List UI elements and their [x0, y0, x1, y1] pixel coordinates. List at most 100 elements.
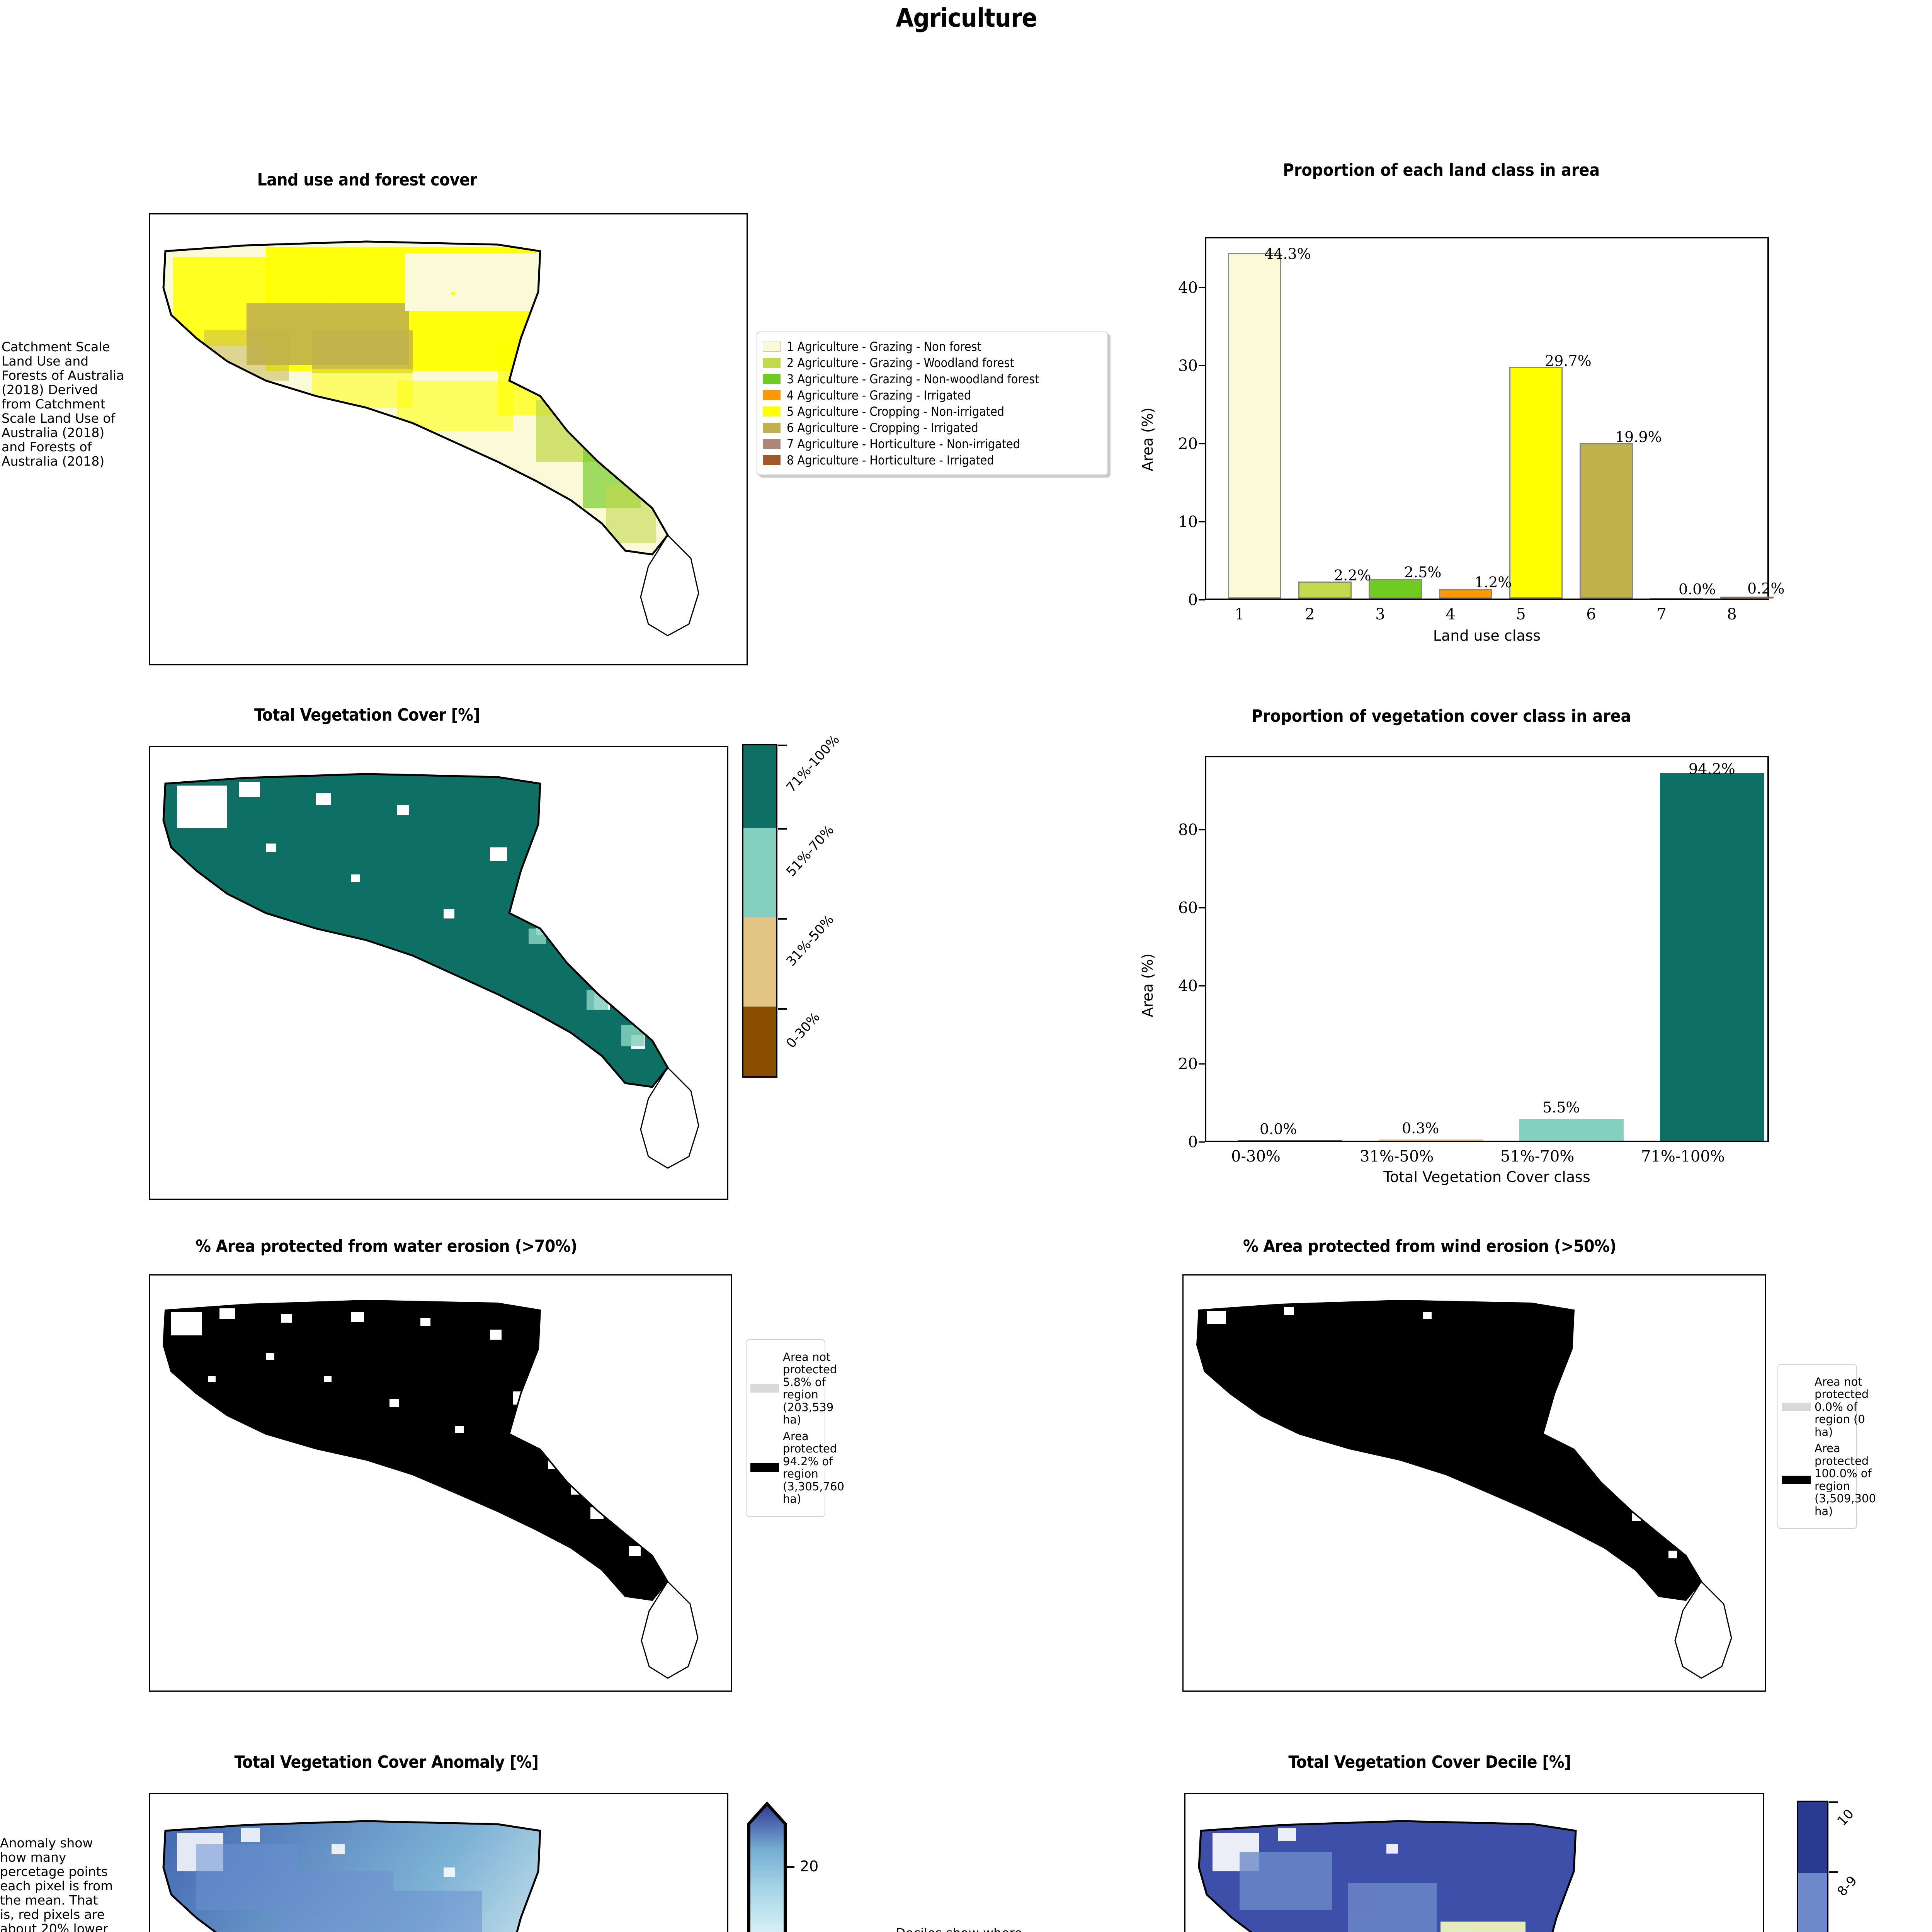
xtick-71-100: 71%-100%: [1641, 1148, 1725, 1165]
bar-value-2: 2.2%: [1334, 567, 1371, 584]
chart-land-class-xlabel: Land use class: [1433, 627, 1541, 644]
decile-map-title: Total Vegetation Cover Decile [%]: [1288, 1752, 1571, 1772]
chart-land-class-plot: 44.3% 2.2% 2.5% 1.2% 29.7% 19.9% 0.0% 0.…: [1205, 237, 1785, 600]
erosion-legend-item: Area not protected 5.8% of region (203,5…: [750, 1351, 837, 1426]
legend-item: 1 Agriculture - Grazing - Non forest: [763, 339, 1100, 354]
water-erosion-map-title: % Area protected from water erosion (>70…: [196, 1236, 577, 1256]
legend-label-3: 3 Agriculture - Grazing - Non-woodland f…: [787, 372, 1039, 386]
veg-cover-map[interactable]: [149, 746, 728, 1200]
xtick-5: 5: [1516, 605, 1526, 623]
chart-veg-cover-title: Proportion of vegetation cover class in …: [1251, 706, 1631, 726]
anomaly-tick-20: 20: [800, 1858, 819, 1875]
swatch-not-protected: [750, 1384, 779, 1393]
swatch-protected: [1782, 1475, 1811, 1484]
legend-label-1: 1 Agriculture - Grazing - Non forest: [787, 339, 981, 354]
ytick-mark: [1199, 1063, 1205, 1065]
legend-label-4: 4 Agriculture - Grazing - Irrigated: [787, 388, 971, 403]
wind-erosion-map[interactable]: [1182, 1274, 1766, 1692]
bar-value-5: 29.7%: [1545, 352, 1592, 369]
bar-value-4: 1.2%: [1475, 574, 1512, 591]
cbar-seg-8-9: [1798, 1873, 1827, 1932]
chart-land-class: Proportion of each land class in area Ar…: [1113, 160, 1785, 651]
xtick-7: 7: [1656, 605, 1667, 623]
bar-2[interactable]: [1298, 582, 1352, 599]
legend-label-6: 6 Agriculture - Cropping - Irrigated: [787, 420, 978, 435]
bar-51-70[interactable]: [1519, 1119, 1624, 1141]
legend-swatch-6: [763, 423, 781, 433]
cbar-tick: [778, 828, 787, 830]
bar-1[interactable]: [1228, 253, 1281, 599]
anomaly-colorbar: 20 10 0 −10 −20: [746, 1801, 893, 1932]
cbar-label-0-30: 0-30%: [783, 1009, 823, 1051]
cbar-tick: [778, 918, 787, 920]
xtick-3: 3: [1375, 605, 1385, 623]
legend-item: 7 Agriculture - Horticulture - Non-irrig…: [763, 437, 1100, 451]
page-title: Agriculture: [896, 3, 1037, 33]
chart-land-class-title: Proportion of each land class in area: [1282, 160, 1600, 180]
legend-swatch-7: [763, 439, 781, 449]
bar-0-30[interactable]: [1238, 1140, 1342, 1141]
legend-item: 3 Agriculture - Grazing - Non-woodland f…: [763, 372, 1100, 386]
ytick-0: 0: [1188, 1133, 1198, 1151]
cbar-seg-71-100: [743, 745, 776, 828]
cbar-tick: [1829, 1871, 1838, 1873]
wind-erosion-map-title: % Area protected from wind erosion (>50%…: [1243, 1236, 1616, 1256]
chart-veg-cover-plot: 0.0% 0.3% 5.5% 94.2%: [1205, 756, 1769, 1142]
ytick-10: 10: [1178, 513, 1198, 531]
legend-label-5: 5 Agriculture - Cropping - Non-irrigated: [787, 404, 1005, 419]
veg-cover-map-title: Total Vegetation Cover [%]: [254, 705, 480, 725]
bar-value-71-100: 94.2%: [1689, 760, 1735, 777]
land-use-map[interactable]: [149, 213, 748, 665]
ytick-30: 30: [1178, 357, 1198, 375]
ytick-mark: [1199, 907, 1205, 908]
ytick-40: 40: [1178, 279, 1198, 297]
bar-6[interactable]: [1580, 443, 1633, 599]
bar-8[interactable]: [1720, 597, 1774, 599]
anomaly-map-graphic: [162, 1820, 668, 1932]
land-use-map-graphic: [162, 240, 699, 636]
decile-map[interactable]: [1184, 1793, 1764, 1932]
bar-7[interactable]: [1650, 598, 1703, 599]
water-erosion-map[interactable]: [149, 1274, 732, 1692]
ytick-mark: [1199, 443, 1205, 444]
ytick-mark: [1199, 287, 1205, 288]
bar-value-31-50: 0.3%: [1402, 1120, 1439, 1137]
xtick-2: 2: [1305, 605, 1315, 623]
xtick-4: 4: [1446, 605, 1456, 623]
bar-value-3: 2.5%: [1404, 564, 1442, 581]
bar-3[interactable]: [1369, 579, 1422, 599]
legend-swatch-2: [763, 358, 781, 368]
bar-value-0-30: 0.0%: [1260, 1121, 1297, 1138]
label-protected: Area protected 94.2% of region (3,305,76…: [783, 1429, 844, 1506]
cbar-tick: [778, 1008, 787, 1010]
erosion-legend-item: Area protected 100.0% of region (3,509,3…: [1782, 1442, 1876, 1517]
bar-5[interactable]: [1509, 367, 1563, 599]
ytick-60: 60: [1178, 899, 1198, 917]
xtick-31-50: 31%-50%: [1360, 1148, 1434, 1165]
bar-31-50[interactable]: [1379, 1139, 1483, 1141]
ytick-mark: [1199, 829, 1205, 830]
ytick-mark: [1199, 521, 1205, 522]
cbar-seg-51-70: [743, 828, 776, 918]
label-not-protected: Area not protected 5.8% of region (203,5…: [783, 1350, 837, 1427]
anomaly-map-title: Total Vegetation Cover Anomaly [%]: [234, 1752, 539, 1772]
anomaly-map-note: Anomaly show how many percetage points e…: [0, 1835, 113, 1932]
cbar-tick: [786, 1866, 794, 1868]
legend-item: 4 Agriculture - Grazing - Irrigated: [763, 388, 1100, 403]
label-not-protected: Area not protected 0.0% of region (0 ha): [1815, 1375, 1869, 1439]
legend-item: 2 Agriculture - Grazing - Woodland fores…: [763, 355, 1100, 370]
bar-value-7: 0.0%: [1679, 581, 1716, 598]
veg-cover-colorbar: 71%-100% 51%-70% 31%-50% 0-30%: [742, 732, 904, 1080]
cbar-tick: [778, 745, 787, 746]
bar-value-1: 44.3%: [1264, 245, 1311, 262]
xtick-1: 1: [1235, 605, 1245, 623]
bar-71-100[interactable]: [1660, 773, 1764, 1141]
xtick-8: 8: [1727, 605, 1737, 623]
bar-4[interactable]: [1439, 589, 1492, 599]
cbar-seg-0-30: [743, 1007, 776, 1076]
decile-map-note: Deciles show where the pixel value lies …: [896, 1926, 1023, 1932]
bar-value-51-70: 5.5%: [1543, 1099, 1580, 1116]
anomaly-map[interactable]: [149, 1793, 728, 1932]
ytick-40: 40: [1178, 977, 1198, 995]
ytick-mark: [1199, 599, 1205, 600]
